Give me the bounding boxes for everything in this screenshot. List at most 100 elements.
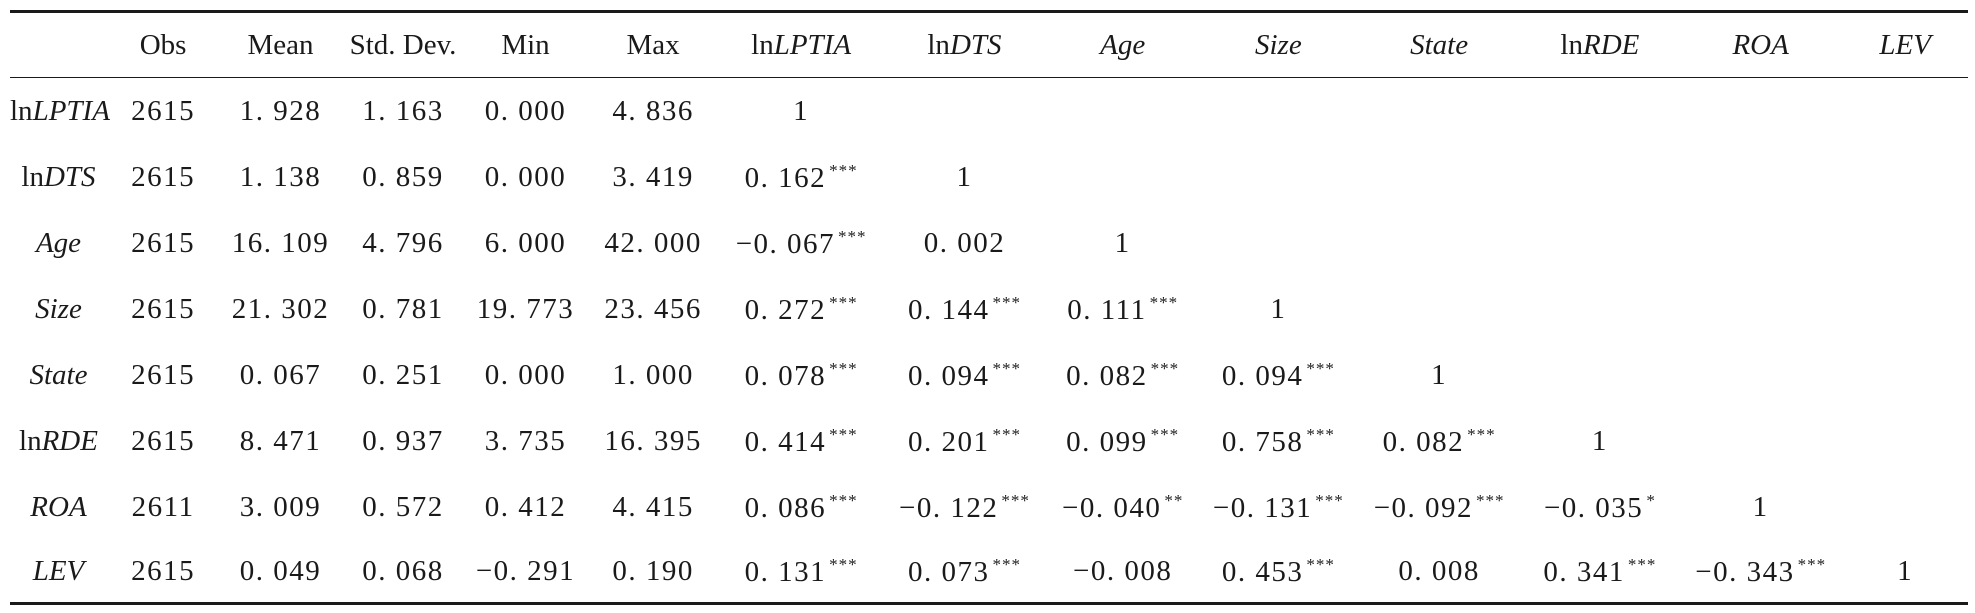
table-cell: 0. 086 *** (719, 474, 882, 540)
table-cell: −0. 092 *** (1357, 474, 1520, 540)
column-header-prefix: Max (626, 28, 680, 61)
row-label-variable: Size (35, 292, 82, 325)
cell-value: 1. 138 (239, 160, 322, 193)
cell-value: −0. 035 (1543, 491, 1644, 524)
significance-stars: *** (1306, 424, 1335, 444)
column-header-prefix: ln (751, 28, 774, 61)
column-header: Age (1046, 13, 1199, 77)
table-cell: −0. 067 *** (719, 210, 882, 276)
row-label-variable: RDE (41, 424, 98, 457)
table-row: State 2615 0. 067 0. 251 0. 000 1. 000 0. 078 *… (10, 342, 1968, 408)
row-label: lnDTS (10, 144, 107, 210)
table-cell: 3. 735 (464, 408, 587, 474)
table-top-rule (10, 10, 1968, 13)
cell-value: 4. 796 (362, 226, 444, 259)
table-cell: 0. 131 *** (719, 540, 882, 602)
row-label: ROA (10, 474, 107, 540)
cell-value: 0. 068 (362, 554, 444, 587)
significance-stars: *** (829, 292, 858, 312)
column-header-prefix: Mean (247, 28, 314, 61)
table-cell: 1 (1357, 342, 1520, 408)
table-cell (1199, 78, 1357, 144)
column-header (10, 13, 107, 77)
table-cell: 1 (1842, 540, 1968, 602)
table-cell: 0. 144 *** (883, 276, 1046, 342)
cell-value: 0. 073 (907, 555, 990, 588)
cell-value: 0. 131 (744, 555, 827, 588)
table-cell: 2615 (107, 342, 219, 408)
column-header-prefix: Obs (139, 28, 187, 61)
table-cell: 1 (883, 144, 1046, 210)
cell-value: 0. 859 (362, 160, 444, 193)
column-header-variable: DTS (949, 28, 1002, 61)
table-body: lnLPTIA 2615 1. 928 1. 163 0. 000 4. 836 1 lnDT… (10, 78, 1968, 602)
significance-stars: *** (1306, 358, 1335, 378)
table-cell (883, 78, 1046, 144)
cell-value: 2615 (131, 94, 196, 127)
table-cell: −0. 131 *** (1199, 474, 1357, 540)
table-cell (1357, 78, 1520, 144)
row-label: LEV (10, 540, 107, 602)
table-cell (1521, 210, 1679, 276)
column-header: lnRDE (1521, 13, 1679, 77)
table-cell: 0. 190 (587, 540, 720, 602)
cell-value: −0. 131 (1212, 491, 1313, 524)
significance-stars: *** (1150, 424, 1180, 444)
cell-value: 0. 049 (239, 554, 322, 587)
row-label-prefix: ln (19, 424, 42, 457)
significance-stars: ** (1164, 490, 1184, 510)
cell-value: 0. 067 (239, 358, 322, 391)
table-cell: 0. 002 (883, 210, 1046, 276)
cell-value: 0. 414 (744, 425, 827, 458)
column-header: Size (1199, 13, 1357, 77)
column-header-variable: Age (1100, 28, 1146, 61)
table-cell (1521, 144, 1679, 210)
table-cell (1842, 210, 1968, 276)
table-cell: −0. 291 (464, 540, 587, 602)
cell-value: 0. 572 (362, 490, 444, 523)
table-cell: 0. 859 (342, 144, 465, 210)
cell-value: 2615 (131, 358, 196, 391)
cell-value: 0. 078 (744, 359, 827, 392)
cell-value: −0. 122 (899, 491, 999, 524)
correlation-table: Obs Mean Std. Dev. Min Max lnLPTIA lnDTS Age Siz… (10, 13, 1968, 77)
table-cell (1357, 144, 1520, 210)
significance-stars: *** (1476, 490, 1505, 510)
row-label-variable: State (29, 358, 88, 391)
cell-value: 1 (793, 94, 810, 127)
cell-value: 1 (956, 160, 973, 193)
cell-value: 0. 272 (744, 293, 827, 326)
table-cell: 0. 000 (464, 144, 587, 210)
column-header-prefix: ln (1560, 28, 1583, 61)
table-cell (1679, 144, 1842, 210)
significance-stars: *** (1797, 554, 1827, 574)
header-row: Obs Mean Std. Dev. Min Max lnLPTIA lnDTS Age Siz… (10, 13, 1968, 77)
significance-stars: *** (992, 554, 1021, 574)
cell-value: 1 (1591, 424, 1608, 457)
cell-value: 2615 (131, 292, 196, 325)
table-cell: 0. 111 *** (1046, 276, 1199, 342)
table-cell: 0. 272 *** (719, 276, 882, 342)
cell-value: 0. 094 (1221, 359, 1304, 392)
table-cell: 4. 836 (587, 78, 720, 144)
table-cell (1842, 474, 1968, 540)
significance-stars: *** (1315, 490, 1344, 510)
significance-stars: *** (1149, 292, 1179, 312)
table-cell: 0. 341 *** (1521, 540, 1679, 602)
table-cell: 16. 109 (219, 210, 342, 276)
table-cell: 2611 (107, 474, 219, 540)
table-cell: 3. 009 (219, 474, 342, 540)
cell-value: −0. 343 (1695, 555, 1795, 588)
row-label-prefix: ln (21, 160, 44, 193)
column-header: LEV (1842, 13, 1968, 77)
cell-value: −0. 040 (1061, 491, 1162, 524)
row-label-variable: ROA (30, 490, 87, 523)
table-cell: 1 (1679, 474, 1842, 540)
cell-value: 1. 163 (362, 94, 444, 127)
table-cell (1357, 210, 1520, 276)
table-cell: 6. 000 (464, 210, 587, 276)
table-bottom-rule (10, 602, 1968, 605)
table-row: lnRDE 2615 8. 471 0. 937 3. 735 16. 395 0. 414… (10, 408, 1968, 474)
cell-value: 0. 086 (744, 491, 827, 524)
table-cell: 1. 163 (342, 78, 465, 144)
